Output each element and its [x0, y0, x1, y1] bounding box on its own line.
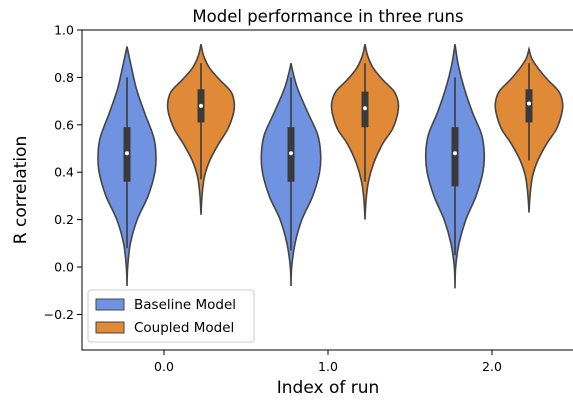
- y-axis-title: R correlation: [11, 136, 31, 244]
- y-tick-label: −0.2: [44, 307, 74, 322]
- violin-iqr-box: [451, 127, 459, 187]
- violin-median: [125, 151, 129, 156]
- legend-label: Baseline Model: [134, 297, 236, 313]
- legend-box: [87, 289, 255, 343]
- y-tick-label: 0.0: [54, 260, 74, 275]
- x-tick-label: 0.0: [154, 359, 174, 374]
- x-tick-label: 2.0: [482, 359, 502, 374]
- y-tick-label: 1.0: [54, 23, 74, 38]
- plot-area: [97, 44, 564, 289]
- violin-median: [527, 101, 531, 106]
- legend-swatch: [95, 321, 125, 334]
- y-tick-label: 0.8: [54, 70, 74, 85]
- legend-swatch: [95, 298, 125, 311]
- y-tick-label: 0.4: [54, 165, 74, 180]
- violin-median: [199, 103, 203, 108]
- y-axis: −0.2 0.0 0.2 0.4 0.6 0.8 1.0: [44, 23, 82, 322]
- legend: Baseline Model Coupled Model: [87, 289, 255, 343]
- violin-iqr-box: [525, 89, 533, 123]
- violin-median: [363, 106, 367, 111]
- y-tick-label: 0.6: [54, 117, 74, 132]
- violin-median: [289, 151, 293, 156]
- violin-median: [453, 151, 457, 156]
- x-axis-title: Index of run: [277, 378, 380, 398]
- x-tick-label: 1.0: [318, 359, 338, 374]
- legend-label: Coupled Model: [134, 320, 234, 336]
- chart-title: Model performance in three runs: [192, 7, 463, 26]
- x-axis: 0.0 1.0 2.0: [154, 350, 502, 374]
- y-tick-label: 0.2: [54, 212, 74, 227]
